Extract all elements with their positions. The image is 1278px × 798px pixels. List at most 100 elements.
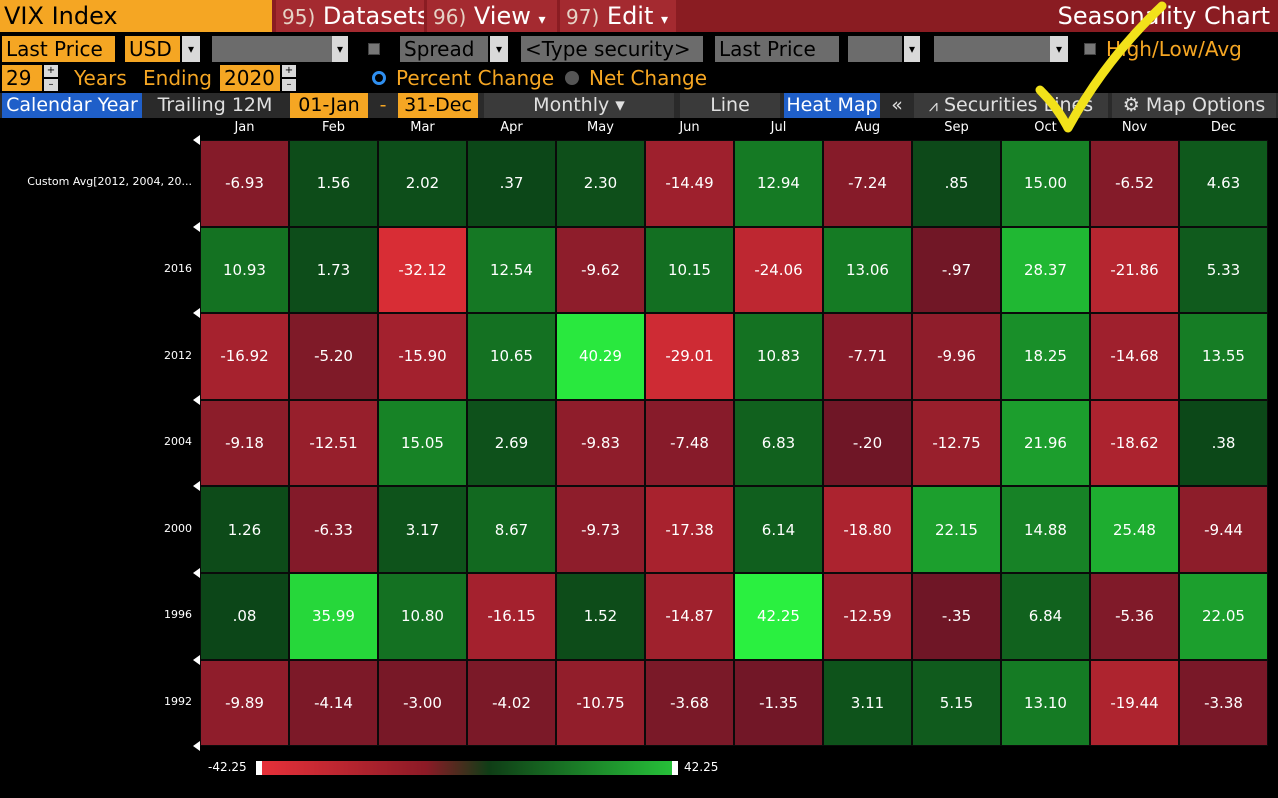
heatmap-cell[interactable]: 10.80 [378,573,467,660]
heatmap-cell[interactable]: -9.44 [1179,486,1268,573]
heatmap-cell[interactable]: 5.15 [912,659,1001,747]
heatmap-cell[interactable]: 13.10 [1001,659,1090,747]
legend-max-handle[interactable] [672,761,678,775]
end-year-decrement-button[interactable]: – [282,79,296,91]
heatmap-cell[interactable]: -9.89 [200,659,289,747]
heatmap-cell[interactable]: -.20 [823,399,912,487]
heatmap-cell[interactable]: 6.14 [734,486,823,573]
heatmap-cell[interactable]: 15.00 [1001,140,1090,227]
heatmap-cell[interactable]: 18.25 [1001,313,1090,400]
heatmap-cell[interactable]: 10.15 [645,226,734,314]
map-options-button[interactable]: ⚙ Map Options [1112,93,1276,118]
heatmap-cell[interactable]: -4.14 [289,659,378,747]
heatmap-cell[interactable]: -16.92 [200,313,289,400]
heatmap-cell[interactable]: -7.48 [645,399,734,487]
view-menu[interactable]: 96) View ▾ [427,0,557,32]
heatmap-cell[interactable]: -6.93 [200,140,289,227]
heatmap-cell[interactable]: 15.05 [378,399,467,487]
heatmap-cell[interactable]: -14.87 [645,573,734,660]
security-field[interactable]: VIX Index [0,0,272,32]
blank-field-2[interactable] [848,36,902,62]
heatmap-cell[interactable]: 10.65 [467,313,556,400]
heatmap-cell[interactable]: 22.05 [1179,573,1268,660]
heatmap-cell[interactable]: .85 [912,140,1001,227]
heatmap-cell[interactable]: 35.99 [289,573,378,660]
heatmap-cell[interactable]: 2.69 [467,399,556,487]
heatmap-cell[interactable]: -9.83 [556,399,645,487]
line-view-button[interactable]: Line [680,93,780,118]
heatmap-cell[interactable]: -9.73 [556,486,645,573]
heatmap-cell[interactable]: 1.26 [200,486,289,573]
heatmap-cell[interactable]: 1.73 [289,226,378,314]
heatmap-cell[interactable]: -5.36 [1090,573,1179,660]
heatmap-cell[interactable]: 42.25 [734,573,823,660]
start-date-input[interactable]: 01-Jan [290,93,368,118]
heatmap-cell[interactable]: -9.18 [200,399,289,487]
heatmap-cell[interactable]: 1.52 [556,573,645,660]
end-year-increment-button[interactable]: + [282,65,296,77]
heatmap-cell[interactable]: 40.29 [556,313,645,400]
heatmap-cell[interactable]: -3.68 [645,659,734,747]
heatmap-cell[interactable]: -7.71 [823,313,912,400]
heatmap-cell[interactable]: -29.01 [645,313,734,400]
edit-menu[interactable]: 97) Edit ▾ [560,0,676,32]
percent-change-radio[interactable] [372,71,386,85]
legend-min-handle[interactable] [256,761,262,775]
heatmap-cell[interactable]: -15.90 [378,313,467,400]
heatmap-cell[interactable]: -7.24 [823,140,912,227]
heatmap-cell[interactable]: 5.33 [1179,226,1268,314]
heatmap-cell[interactable]: -19.44 [1090,659,1179,747]
heatmap-cell[interactable]: 13.55 [1179,313,1268,400]
heatmap-cell[interactable]: .08 [200,573,289,660]
heatmap-cell[interactable]: 28.37 [1001,226,1090,314]
heatmap-cell[interactable]: -1.35 [734,659,823,747]
price-field[interactable]: Last Price [2,36,115,62]
heat-map-view-button[interactable]: Heat Map [784,93,880,118]
blank-field-3[interactable] [934,36,1050,62]
years-decrement-button[interactable]: – [44,79,58,91]
heatmap-cell[interactable]: -16.15 [467,573,556,660]
heatmap-cell[interactable]: -9.62 [556,226,645,314]
heatmap-cell[interactable]: 2.02 [378,140,467,227]
blank-dropdown-icon-2[interactable]: ▾ [904,36,920,62]
period-dropdown[interactable]: Monthly ▾ [484,93,674,118]
heatmap-cell[interactable]: -9.96 [912,313,1001,400]
type-security-input[interactable]: <Type security> [521,36,703,62]
heatmap-cell[interactable]: -17.38 [645,486,734,573]
years-count-input[interactable]: 29 [2,65,42,91]
end-year-input[interactable]: 2020 [220,65,280,91]
heatmap-cell[interactable]: -12.59 [823,573,912,660]
heatmap-cell[interactable]: -6.33 [289,486,378,573]
heatmap-cell[interactable]: -.35 [912,573,1001,660]
heatmap-cell[interactable]: -18.62 [1090,399,1179,487]
spread-dropdown-icon[interactable]: ▾ [490,36,508,62]
heatmap-cell[interactable]: -5.20 [289,313,378,400]
heatmap-cell[interactable]: 25.48 [1090,486,1179,573]
heatmap-cell[interactable]: 10.93 [200,226,289,314]
calendar-year-tab[interactable]: Calendar Year [2,93,142,118]
spread-field[interactable]: Spread [400,36,488,62]
heatmap-cell[interactable]: .37 [467,140,556,227]
trailing-12m-tab[interactable]: Trailing 12M [157,94,273,116]
net-change-radio[interactable] [565,71,579,85]
spread-checkbox[interactable] [368,43,380,55]
heatmap-cell[interactable]: 12.94 [734,140,823,227]
end-date-input[interactable]: 31-Dec [398,93,478,118]
heatmap-cell[interactable]: -14.49 [645,140,734,227]
heatmap-cell[interactable]: -6.52 [1090,140,1179,227]
heatmap-cell[interactable]: .38 [1179,399,1268,487]
heatmap-cell[interactable]: 22.15 [912,486,1001,573]
heatmap-cell[interactable]: 4.63 [1179,140,1268,227]
heatmap-cell[interactable]: -14.68 [1090,313,1179,400]
heatmap-cell[interactable]: 2.30 [556,140,645,227]
datasets-menu[interactable]: 95) Datasets [276,0,424,32]
heatmap-cell[interactable]: -3.38 [1179,659,1268,747]
heatmap-cell[interactable]: -12.51 [289,399,378,487]
heatmap-cell[interactable]: 3.17 [378,486,467,573]
heatmap-cell[interactable]: 1.56 [289,140,378,227]
blank-dropdown-icon[interactable]: ▾ [332,36,348,62]
heatmap-cell[interactable]: -.97 [912,226,1001,314]
blank-field-1[interactable] [212,36,332,62]
currency-field[interactable]: USD [125,36,180,62]
heatmap-cell[interactable]: -21.86 [1090,226,1179,314]
